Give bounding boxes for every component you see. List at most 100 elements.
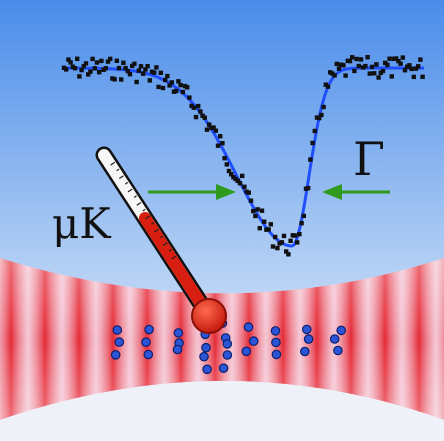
- data-point: [167, 83, 172, 88]
- data-point: [332, 73, 337, 78]
- data-point: [224, 162, 229, 167]
- data-point: [202, 115, 207, 120]
- data-point: [99, 58, 104, 64]
- data-point: [281, 233, 287, 239]
- data-point: [222, 156, 227, 161]
- data-point: [416, 64, 421, 69]
- thermometer-tick: [136, 202, 142, 206]
- data-point: [297, 232, 302, 237]
- data-point: [207, 122, 212, 127]
- data-point: [204, 127, 210, 132]
- data-point: [341, 63, 346, 68]
- data-point: [92, 66, 97, 71]
- data-point: [253, 213, 258, 219]
- data-point: [369, 64, 375, 70]
- data-point: [372, 71, 377, 76]
- data-point: [158, 70, 163, 75]
- data-point: [169, 80, 174, 85]
- data-point: [77, 74, 82, 79]
- data-point: [229, 172, 234, 177]
- data-point: [277, 241, 282, 246]
- data-point: [90, 56, 95, 62]
- data-point: [270, 244, 276, 249]
- data-point: [134, 79, 139, 85]
- data-point: [160, 85, 166, 91]
- data-point: [64, 67, 69, 72]
- data-point: [191, 105, 196, 110]
- data-point: [136, 68, 141, 73]
- data-point: [66, 57, 71, 62]
- data-point: [396, 58, 401, 64]
- thermometer-tick: [127, 188, 133, 193]
- data-point: [358, 57, 364, 62]
- data-point: [233, 176, 238, 182]
- data-point: [248, 198, 254, 203]
- data-point: [211, 125, 216, 130]
- data-point: [75, 56, 80, 61]
- atom: [114, 337, 125, 347]
- data-point: [411, 74, 416, 80]
- data-point: [68, 60, 73, 65]
- data-point: [402, 68, 408, 73]
- data-point: [185, 85, 190, 90]
- thermometer-tick: [151, 222, 155, 225]
- atom: [333, 345, 343, 356]
- data-point: [273, 234, 278, 240]
- data-point: [387, 56, 392, 61]
- data-point: [105, 59, 111, 64]
- data-point: [180, 89, 185, 95]
- data-point: [385, 62, 390, 68]
- thermometer-tick: [145, 215, 151, 220]
- data-point: [110, 76, 115, 81]
- data-point: [374, 62, 379, 67]
- linewidth-label: Γ: [353, 132, 385, 186]
- thermometer-icon: [95, 146, 227, 334]
- thermometer-tick: [118, 175, 124, 179]
- atom: [303, 334, 314, 344]
- data-point: [193, 114, 199, 120]
- data-point: [97, 70, 102, 75]
- atom: [143, 349, 154, 360]
- data-point: [147, 78, 152, 83]
- arrow-right-icon: [148, 184, 236, 200]
- arrow-left-icon: [322, 184, 390, 200]
- atom: [271, 337, 281, 348]
- data-point: [123, 65, 128, 71]
- data-point: [154, 65, 159, 70]
- data-point: [409, 66, 414, 72]
- data-point: [365, 55, 370, 60]
- data-point: [116, 65, 122, 71]
- data-point: [86, 72, 91, 77]
- atom: [222, 350, 233, 360]
- data-point: [275, 245, 280, 251]
- atom: [110, 349, 121, 360]
- data-point: [189, 103, 194, 109]
- data-point: [376, 75, 381, 80]
- data-point: [343, 73, 348, 78]
- data-point: [356, 63, 361, 69]
- data-point: [242, 184, 247, 189]
- data-point: [88, 69, 93, 74]
- data-point: [127, 72, 133, 77]
- data-point: [413, 66, 419, 71]
- data-point: [213, 128, 218, 133]
- thermometer-tick: [153, 228, 159, 233]
- data-point: [367, 71, 372, 76]
- data-point: [246, 190, 251, 195]
- data-point: [255, 207, 260, 212]
- data-point: [235, 178, 240, 184]
- data-point: [108, 56, 113, 62]
- data-point: [380, 68, 386, 74]
- data-point: [310, 140, 315, 146]
- data-point: [295, 240, 300, 245]
- atom: [336, 325, 346, 336]
- data-point: [418, 57, 423, 62]
- data-point: [121, 60, 126, 65]
- data-points: [61, 55, 425, 257]
- atom: [248, 336, 259, 346]
- data-point: [407, 63, 412, 68]
- data-point: [389, 74, 394, 79]
- thermometer-tick: [124, 181, 129, 185]
- data-point: [317, 115, 322, 121]
